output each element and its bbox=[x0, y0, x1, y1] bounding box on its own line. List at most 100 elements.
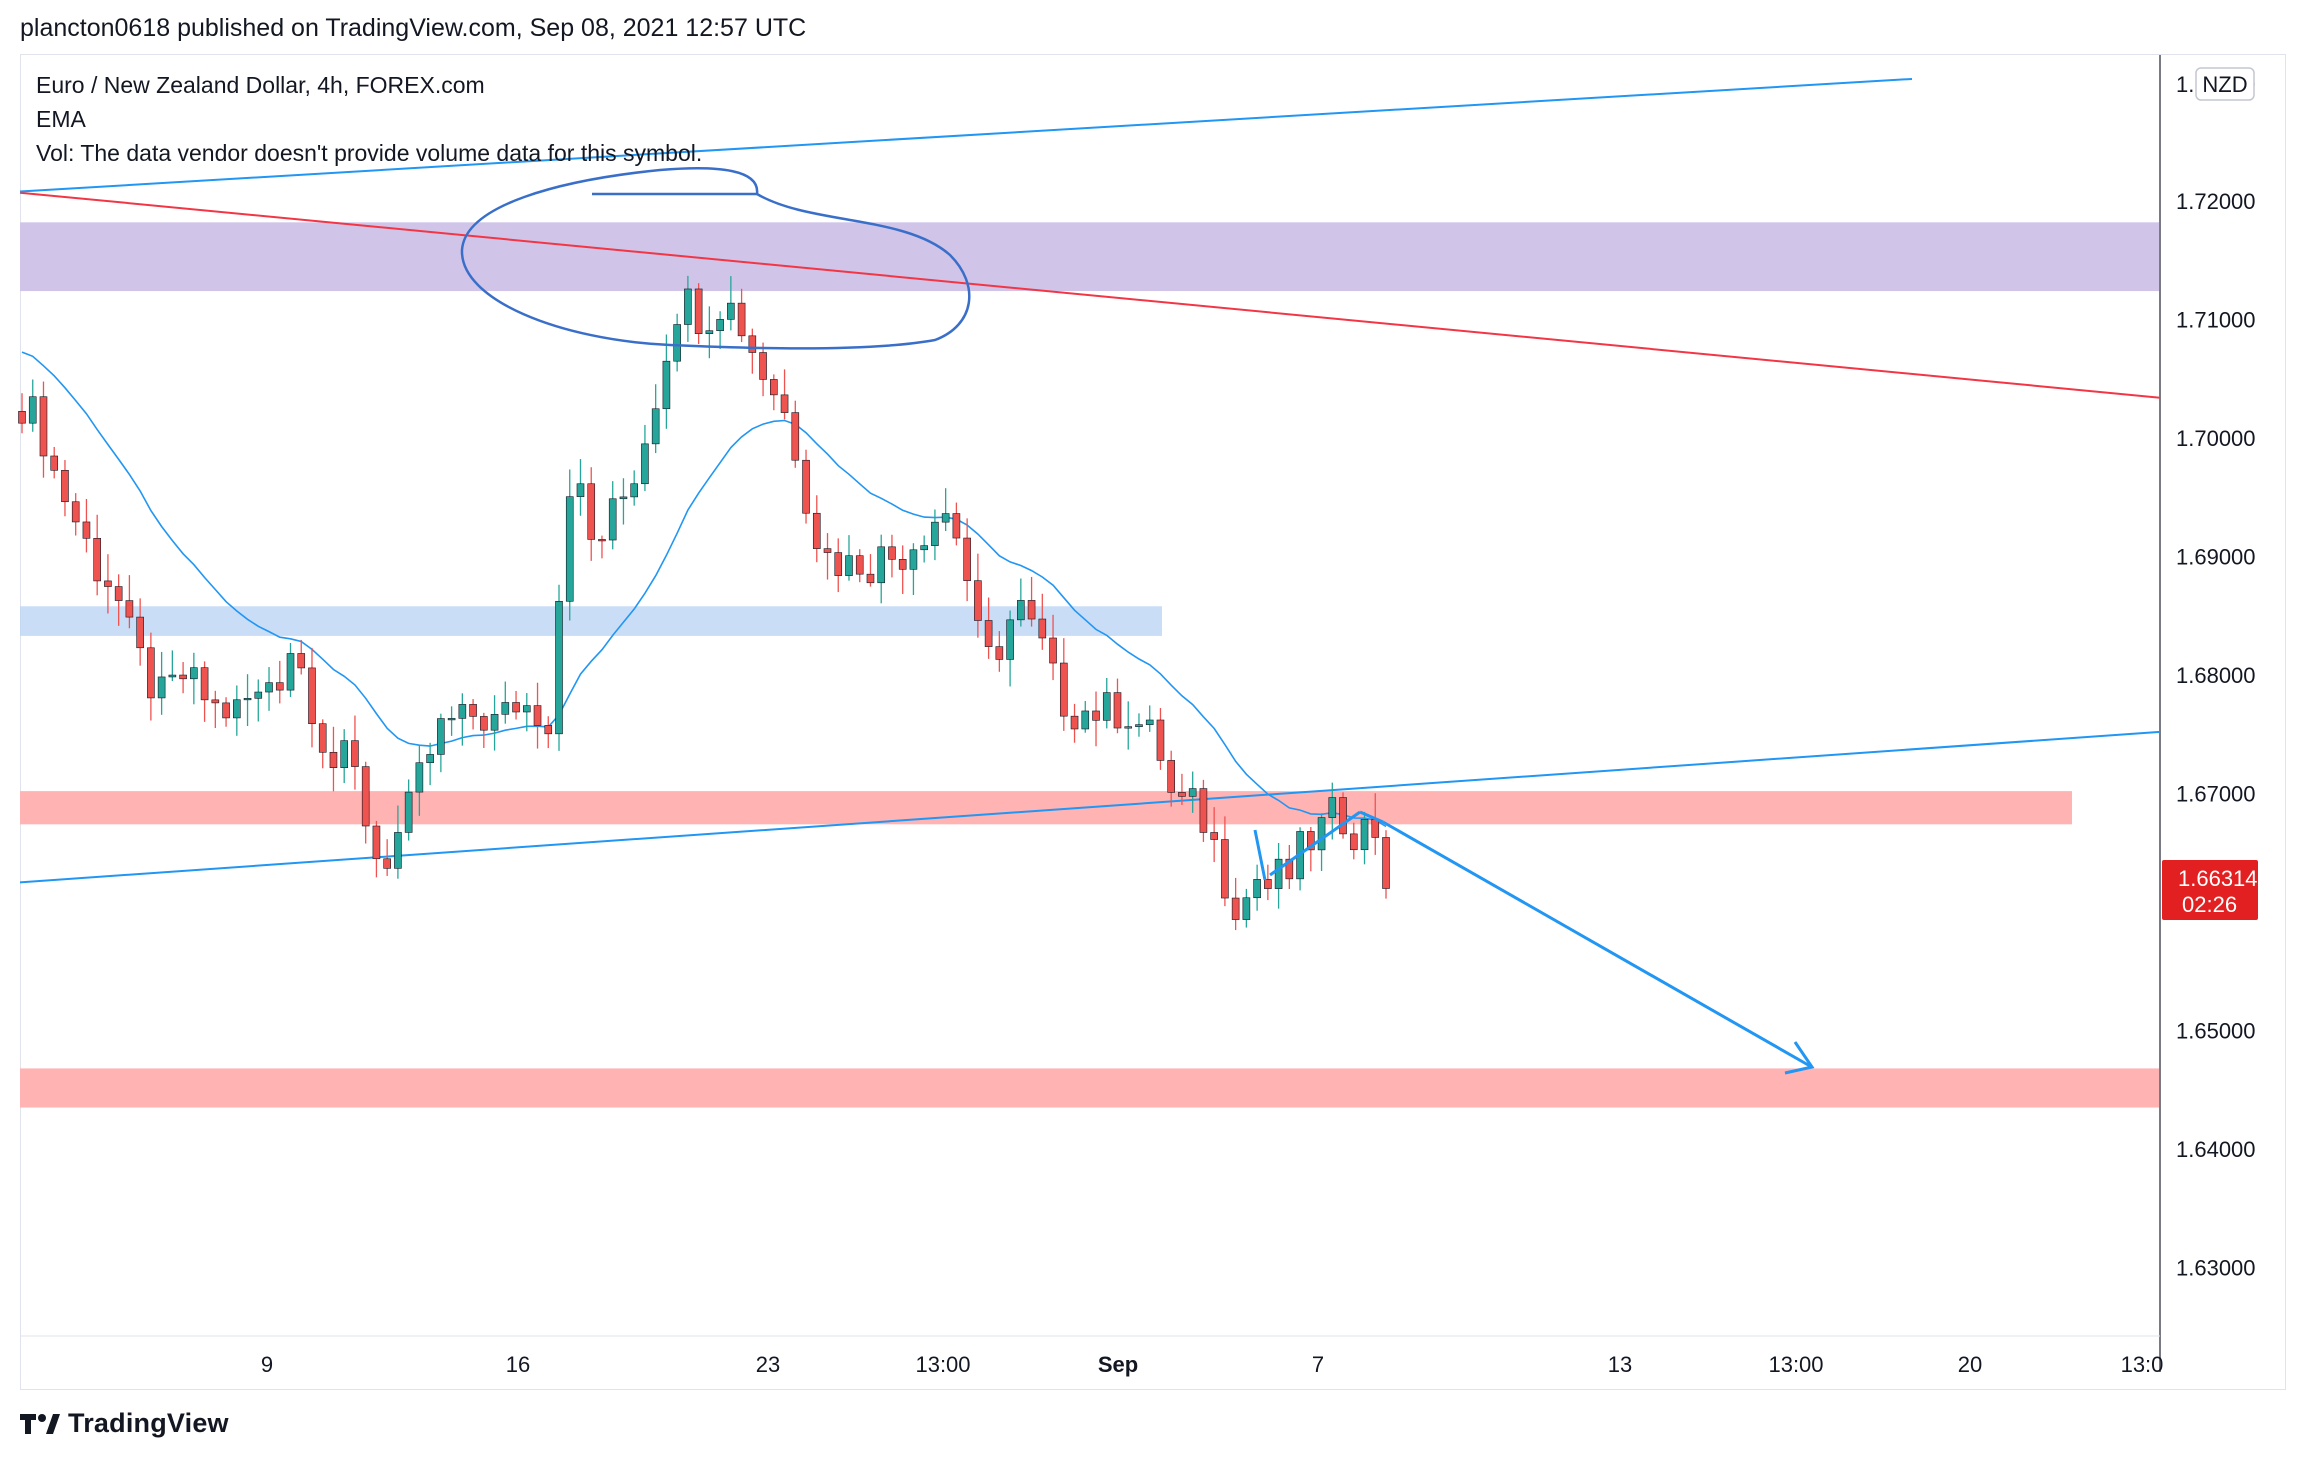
candle-body bbox=[458, 704, 467, 719]
tradingview-logo-icon[interactable] bbox=[20, 1412, 60, 1436]
candle-body bbox=[1307, 831, 1315, 851]
candle-body bbox=[834, 552, 843, 576]
candle-body bbox=[1049, 637, 1057, 664]
candle-body bbox=[286, 653, 295, 691]
candle-body bbox=[1371, 819, 1380, 838]
candle-body bbox=[361, 766, 370, 827]
y-tick-label: 1.69000 bbox=[2176, 545, 2256, 570]
candle-body bbox=[469, 704, 477, 717]
candle-body bbox=[812, 512, 821, 549]
candle-body bbox=[684, 288, 692, 325]
down-arrow bbox=[1382, 820, 1811, 1068]
candle-body bbox=[426, 754, 434, 764]
candle-body bbox=[1167, 760, 1175, 793]
candle-body bbox=[1145, 719, 1154, 725]
x-tick-label: 13:00 bbox=[915, 1352, 970, 1377]
candle-body bbox=[1221, 839, 1229, 899]
publish-info: plancton0618 published on TradingView.co… bbox=[20, 14, 807, 42]
zone-target bbox=[20, 1068, 2160, 1108]
price-tag-countdown: 02:26 bbox=[2182, 892, 2237, 917]
candle-body bbox=[1253, 879, 1261, 899]
ema-indicator-label[interactable]: EMA bbox=[36, 106, 86, 132]
candle-body bbox=[598, 539, 606, 542]
y-tick-label: 1.71000 bbox=[2176, 308, 2256, 333]
candle-body bbox=[716, 319, 724, 332]
ellipse-annotation bbox=[460, 167, 971, 350]
candle-body bbox=[114, 586, 123, 601]
candle-body bbox=[522, 705, 531, 713]
x-tick-label: 23 bbox=[756, 1352, 780, 1377]
candle-body bbox=[157, 676, 166, 699]
candle-body bbox=[82, 521, 91, 539]
candle-body bbox=[308, 667, 316, 725]
candle-body bbox=[673, 324, 681, 362]
candle-body bbox=[1339, 797, 1347, 835]
candle-body bbox=[576, 483, 585, 497]
candle-body bbox=[651, 408, 660, 445]
candle-body bbox=[662, 360, 671, 410]
candle-body bbox=[1102, 692, 1111, 721]
candle-body bbox=[1124, 726, 1133, 729]
candles-layer bbox=[18, 275, 1390, 931]
candle-body bbox=[1382, 837, 1390, 889]
candle-body bbox=[1038, 618, 1047, 639]
y-tick-label: 1.68000 bbox=[2176, 663, 2256, 688]
small-arrow-down bbox=[1253, 829, 1267, 881]
candle-body bbox=[1059, 662, 1068, 717]
candle-body bbox=[18, 411, 26, 424]
x-tick-label: 13 bbox=[1608, 1352, 1632, 1377]
candle-body bbox=[1092, 710, 1100, 721]
price-axis-separator bbox=[20, 55, 2161, 1372]
y-tick-label: 1.67000 bbox=[2176, 782, 2256, 807]
trendline-blue-1 bbox=[19, 77, 1913, 193]
candle-body bbox=[297, 653, 306, 669]
x-tick-label: Sep bbox=[1098, 1352, 1138, 1377]
candle-body bbox=[1178, 792, 1186, 797]
candle-body bbox=[1070, 715, 1079, 730]
x-tick-label: 7 bbox=[1312, 1352, 1324, 1377]
candle-body bbox=[275, 682, 284, 691]
candle-body bbox=[447, 718, 456, 721]
candle-body bbox=[694, 288, 703, 334]
down-arrow-head bbox=[1784, 1041, 1815, 1075]
candle-body bbox=[855, 555, 864, 575]
candle-body bbox=[1017, 600, 1025, 621]
candle-body bbox=[200, 667, 209, 701]
candle-body bbox=[404, 791, 413, 833]
footer: TradingView bbox=[20, 1408, 229, 1439]
candle-body bbox=[877, 546, 886, 584]
volume-indicator-label[interactable]: Vol: The data vendor doesn't provide vol… bbox=[36, 140, 703, 166]
candle-body bbox=[168, 674, 177, 678]
candle-body bbox=[705, 330, 714, 334]
candle-body bbox=[1328, 797, 1337, 818]
candle-body bbox=[748, 335, 757, 353]
candle-body bbox=[1113, 692, 1122, 729]
candle-body bbox=[1135, 724, 1143, 727]
candle-body bbox=[533, 705, 542, 726]
symbol-title[interactable]: Euro / New Zealand Dollar, 4h, FOREX.com bbox=[36, 72, 485, 98]
candle-body bbox=[931, 521, 939, 546]
candle-body bbox=[394, 832, 402, 869]
trendline-red-0 bbox=[19, 191, 2161, 399]
candle-body bbox=[727, 302, 735, 320]
candle-body bbox=[222, 702, 230, 719]
currency-badge-label: NZD bbox=[2202, 72, 2247, 97]
candle-body bbox=[318, 723, 327, 753]
candle-body bbox=[845, 555, 853, 576]
ema-line bbox=[21, 351, 1387, 828]
candle-body bbox=[265, 682, 273, 693]
candle-body bbox=[802, 459, 810, 514]
candle-body bbox=[587, 483, 596, 540]
candle-body bbox=[50, 455, 59, 471]
candle-body bbox=[104, 580, 112, 587]
candle-body bbox=[1317, 817, 1326, 851]
footer-brand[interactable]: TradingView bbox=[68, 1408, 229, 1438]
candle-body bbox=[1242, 897, 1251, 920]
candle-body bbox=[1210, 832, 1218, 840]
x-tick-label: 16 bbox=[506, 1352, 530, 1377]
candle-body bbox=[888, 546, 896, 560]
candle-body bbox=[415, 762, 424, 793]
candle-body bbox=[737, 302, 746, 337]
candle-body bbox=[941, 513, 950, 523]
